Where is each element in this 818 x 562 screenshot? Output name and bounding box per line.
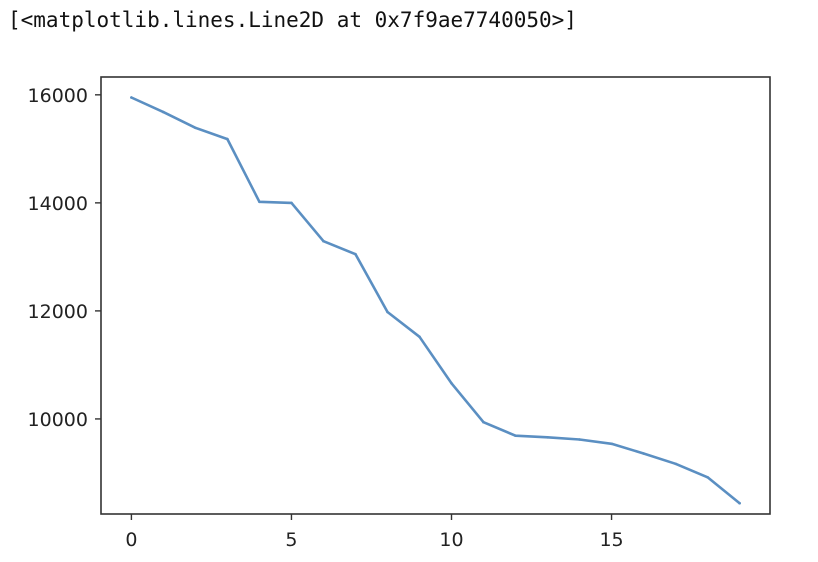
axis-ticks: 0 5 10 15 10000 12000 14000 16000	[28, 85, 624, 551]
data-point	[642, 452, 645, 455]
data-point	[610, 442, 613, 446]
x-tick-label: 15	[599, 529, 623, 551]
series-points	[130, 96, 741, 505]
data-point	[162, 110, 165, 114]
x-tick-label: 5	[285, 529, 297, 551]
data-point	[322, 239, 325, 243]
data-point	[738, 501, 741, 505]
y-tick-label: 16000	[28, 85, 88, 107]
data-point	[674, 462, 677, 466]
data-point	[514, 434, 517, 438]
x-tick-label: 0	[125, 529, 137, 551]
series-line	[130, 96, 741, 505]
y-tick-label: 10000	[28, 409, 88, 431]
x-tick-label: 10	[439, 529, 463, 551]
data-point	[482, 420, 485, 424]
plot-area	[100, 76, 771, 515]
data-point	[290, 201, 293, 205]
data-point	[354, 252, 357, 256]
cell-output-text: [<matplotlib.lines.Line2D at 0x7f9ae7740…	[8, 8, 577, 32]
data-point	[130, 96, 133, 99]
data-point	[418, 335, 421, 339]
data-point	[578, 438, 581, 441]
data-point	[194, 126, 197, 130]
data-point	[450, 382, 453, 385]
data-point	[258, 200, 261, 204]
data-point	[226, 137, 229, 141]
data-point	[546, 436, 549, 439]
y-tick-label: 14000	[28, 193, 88, 215]
y-tick-label: 12000	[28, 301, 88, 323]
data-point	[706, 476, 709, 479]
data-point	[386, 310, 389, 314]
